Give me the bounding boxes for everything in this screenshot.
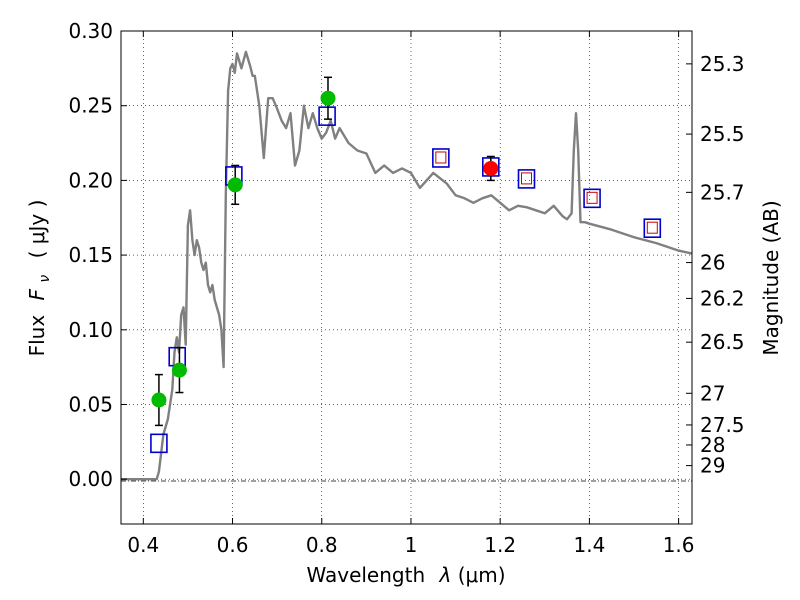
observed-optical-point [320, 90, 336, 106]
y2-axis-title-group: Magnitude (AB) [759, 200, 783, 355]
observed-nir-square [520, 172, 532, 185]
observed-nir-square [435, 151, 447, 164]
y2-axis-title: Magnitude (AB) [759, 200, 783, 355]
x-tick-label: 1.6 [663, 533, 695, 557]
y-axis-title-symbol: F [25, 288, 49, 300]
observed-nir-square [586, 191, 598, 204]
model-flux-square [517, 169, 536, 189]
y-axis-title-unit: ( μJy ) [25, 200, 49, 259]
mag-tick-label: 27 [700, 381, 725, 405]
y-axis-title: Flux F ν ( μJy ) [25, 200, 54, 357]
mag-tick-label: 26.2 [700, 286, 745, 310]
y-tick-label: 0.20 [68, 168, 113, 192]
x-tick-label: 1.4 [573, 533, 605, 557]
x-axis-title: Wavelength λ (μm) [306, 563, 505, 587]
observed-optical-point [151, 392, 167, 408]
model-flux-square [583, 188, 601, 209]
mag-tick-label: 27.5 [700, 413, 745, 437]
x-axis-title-prefix: Wavelength [306, 563, 425, 587]
mag-tick-label: 25.3 [700, 52, 745, 76]
mag-tick-label: 28 [700, 433, 725, 457]
x-axis-title-unit: (μm) [458, 563, 506, 587]
y-axis-title-group: Flux F ν ( μJy ) [25, 200, 54, 357]
y-axis-title-subscript: ν [37, 275, 53, 283]
y-tick-label: 0.25 [68, 94, 113, 118]
y-tick-label: 0.00 [68, 467, 113, 491]
x-tick-label: 0.8 [306, 533, 338, 557]
model-flux-square [432, 148, 450, 168]
axes: 0.4 0.6 0.8 1 1.2 1.4 1.6 0.00 0.05 0.10 0.15 0.20 0… [68, 19, 744, 557]
model-flux-square [150, 433, 168, 454]
sed-model-line [121, 50, 693, 481]
y-axis-title-prefix: Flux [25, 315, 49, 357]
y-tick-label: 0.10 [68, 318, 113, 342]
observed-nir-point [483, 160, 499, 176]
y-tick-label: 0.05 [68, 392, 113, 416]
mag-tick-label: 26.5 [700, 330, 745, 354]
model-flux-square [643, 218, 662, 238]
plot-area [121, 50, 693, 481]
observed-nir-square [646, 221, 658, 234]
y-tick-label: 0.30 [68, 19, 113, 43]
x-tick-label: 1 [405, 533, 418, 557]
x-axis-title-symbol: λ [439, 563, 452, 587]
y-tick-label: 0.15 [68, 243, 113, 267]
x-tick-label: 0.4 [127, 533, 159, 557]
mag-tick-label: 26 [700, 251, 725, 275]
x-tick-label: 0.6 [217, 533, 249, 557]
model-flux-square [318, 106, 336, 126]
mag-tick-label: 25.5 [700, 122, 745, 146]
observed-optical-point [227, 177, 243, 193]
mag-tick-label: 25.7 [700, 180, 745, 204]
x-tick-label: 1.2 [484, 533, 516, 557]
observed-optical-point [171, 362, 187, 378]
plot-frame [120, 30, 693, 525]
mag-tick-label: 29 [700, 454, 725, 478]
